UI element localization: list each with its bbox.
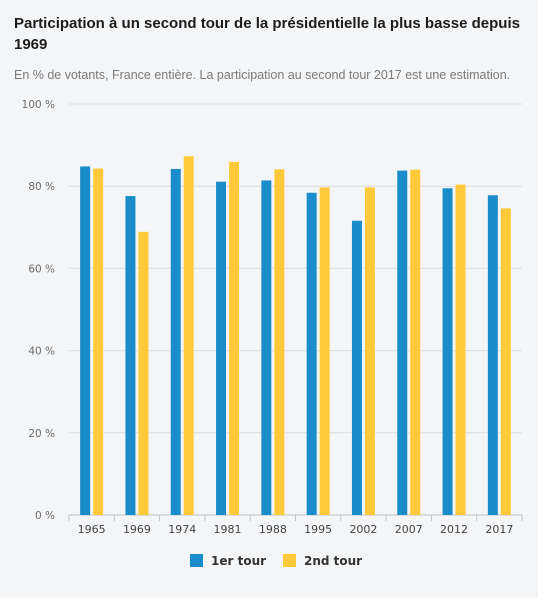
chart-subtitle: En % de votants, France entière. La part… bbox=[14, 68, 511, 82]
bar-tour1-1965[interactable] bbox=[80, 166, 91, 516]
bar-tour1-1981[interactable] bbox=[216, 181, 227, 515]
bar-tour2-2002[interactable] bbox=[364, 187, 375, 516]
legend: 1er tour 2nd tour bbox=[190, 554, 362, 568]
chart-card: Participation à un second tour de la pré… bbox=[0, 0, 538, 598]
legend-item-tour1[interactable]: 1er tour bbox=[190, 554, 266, 568]
y-tick-label: 80 % bbox=[28, 181, 55, 193]
y-tick-label: 100 % bbox=[22, 99, 55, 111]
bar-tour1-2012[interactable] bbox=[442, 188, 453, 515]
bar-tour2-2007[interactable] bbox=[410, 169, 421, 515]
bar-tour1-1995[interactable] bbox=[306, 192, 317, 515]
x-axis: 1965 1969 1974 1981 1988 1995 2002 2007 2012 2017 bbox=[68, 515, 523, 536]
legend-swatch bbox=[283, 554, 296, 567]
x-tick-label: 1974 bbox=[168, 523, 196, 536]
bar-chart: 0 % 20 % 40 % 60 % 80 % 100 % 1965 1969 1974 198… bbox=[22, 99, 523, 568]
y-tick-label: 40 % bbox=[28, 346, 55, 358]
bar-tour1-1988[interactable] bbox=[261, 180, 272, 516]
x-tick-label: 2002 bbox=[349, 523, 377, 536]
x-tick-label: 1981 bbox=[214, 523, 242, 536]
bar-tour1-2017[interactable] bbox=[487, 195, 498, 515]
legend-swatch bbox=[190, 554, 203, 567]
x-tick-label: 1969 bbox=[123, 523, 151, 536]
bar-tour1-1974[interactable] bbox=[170, 168, 181, 516]
bar-tour2-1981[interactable] bbox=[229, 161, 240, 516]
x-tick-label: 2007 bbox=[395, 523, 423, 536]
bar-tour1-2002[interactable] bbox=[351, 220, 362, 515]
x-tick-label: 2012 bbox=[440, 523, 468, 536]
bar-tour2-1969[interactable] bbox=[138, 231, 149, 516]
x-tick-label: 1995 bbox=[304, 523, 332, 536]
bar-tour1-1969[interactable] bbox=[125, 196, 136, 515]
bar-tour2-2017[interactable] bbox=[500, 208, 511, 516]
bar-tour1-2007[interactable] bbox=[397, 170, 408, 515]
x-tick-label: 1988 bbox=[259, 523, 287, 536]
legend-label: 1er tour bbox=[211, 554, 266, 568]
bar-tour2-1974[interactable] bbox=[183, 156, 194, 515]
y-tick-label: 20 % bbox=[28, 428, 55, 440]
legend-label: 2nd tour bbox=[304, 554, 362, 568]
bars-layer bbox=[80, 156, 511, 516]
bar-tour2-1988[interactable] bbox=[274, 169, 285, 515]
y-tick-label: 0 % bbox=[35, 510, 55, 522]
chart-title: Participation à un second tour de la pré… bbox=[14, 15, 520, 53]
bar-tour2-2012[interactable] bbox=[455, 184, 466, 515]
legend-item-tour2[interactable]: 2nd tour bbox=[283, 554, 362, 568]
x-tick-label: 2017 bbox=[485, 523, 513, 536]
y-tick-label: 60 % bbox=[28, 263, 55, 275]
x-tick-label: 1965 bbox=[78, 523, 106, 536]
bar-tour2-1965[interactable] bbox=[93, 168, 104, 516]
bar-tour2-1995[interactable] bbox=[319, 187, 330, 516]
